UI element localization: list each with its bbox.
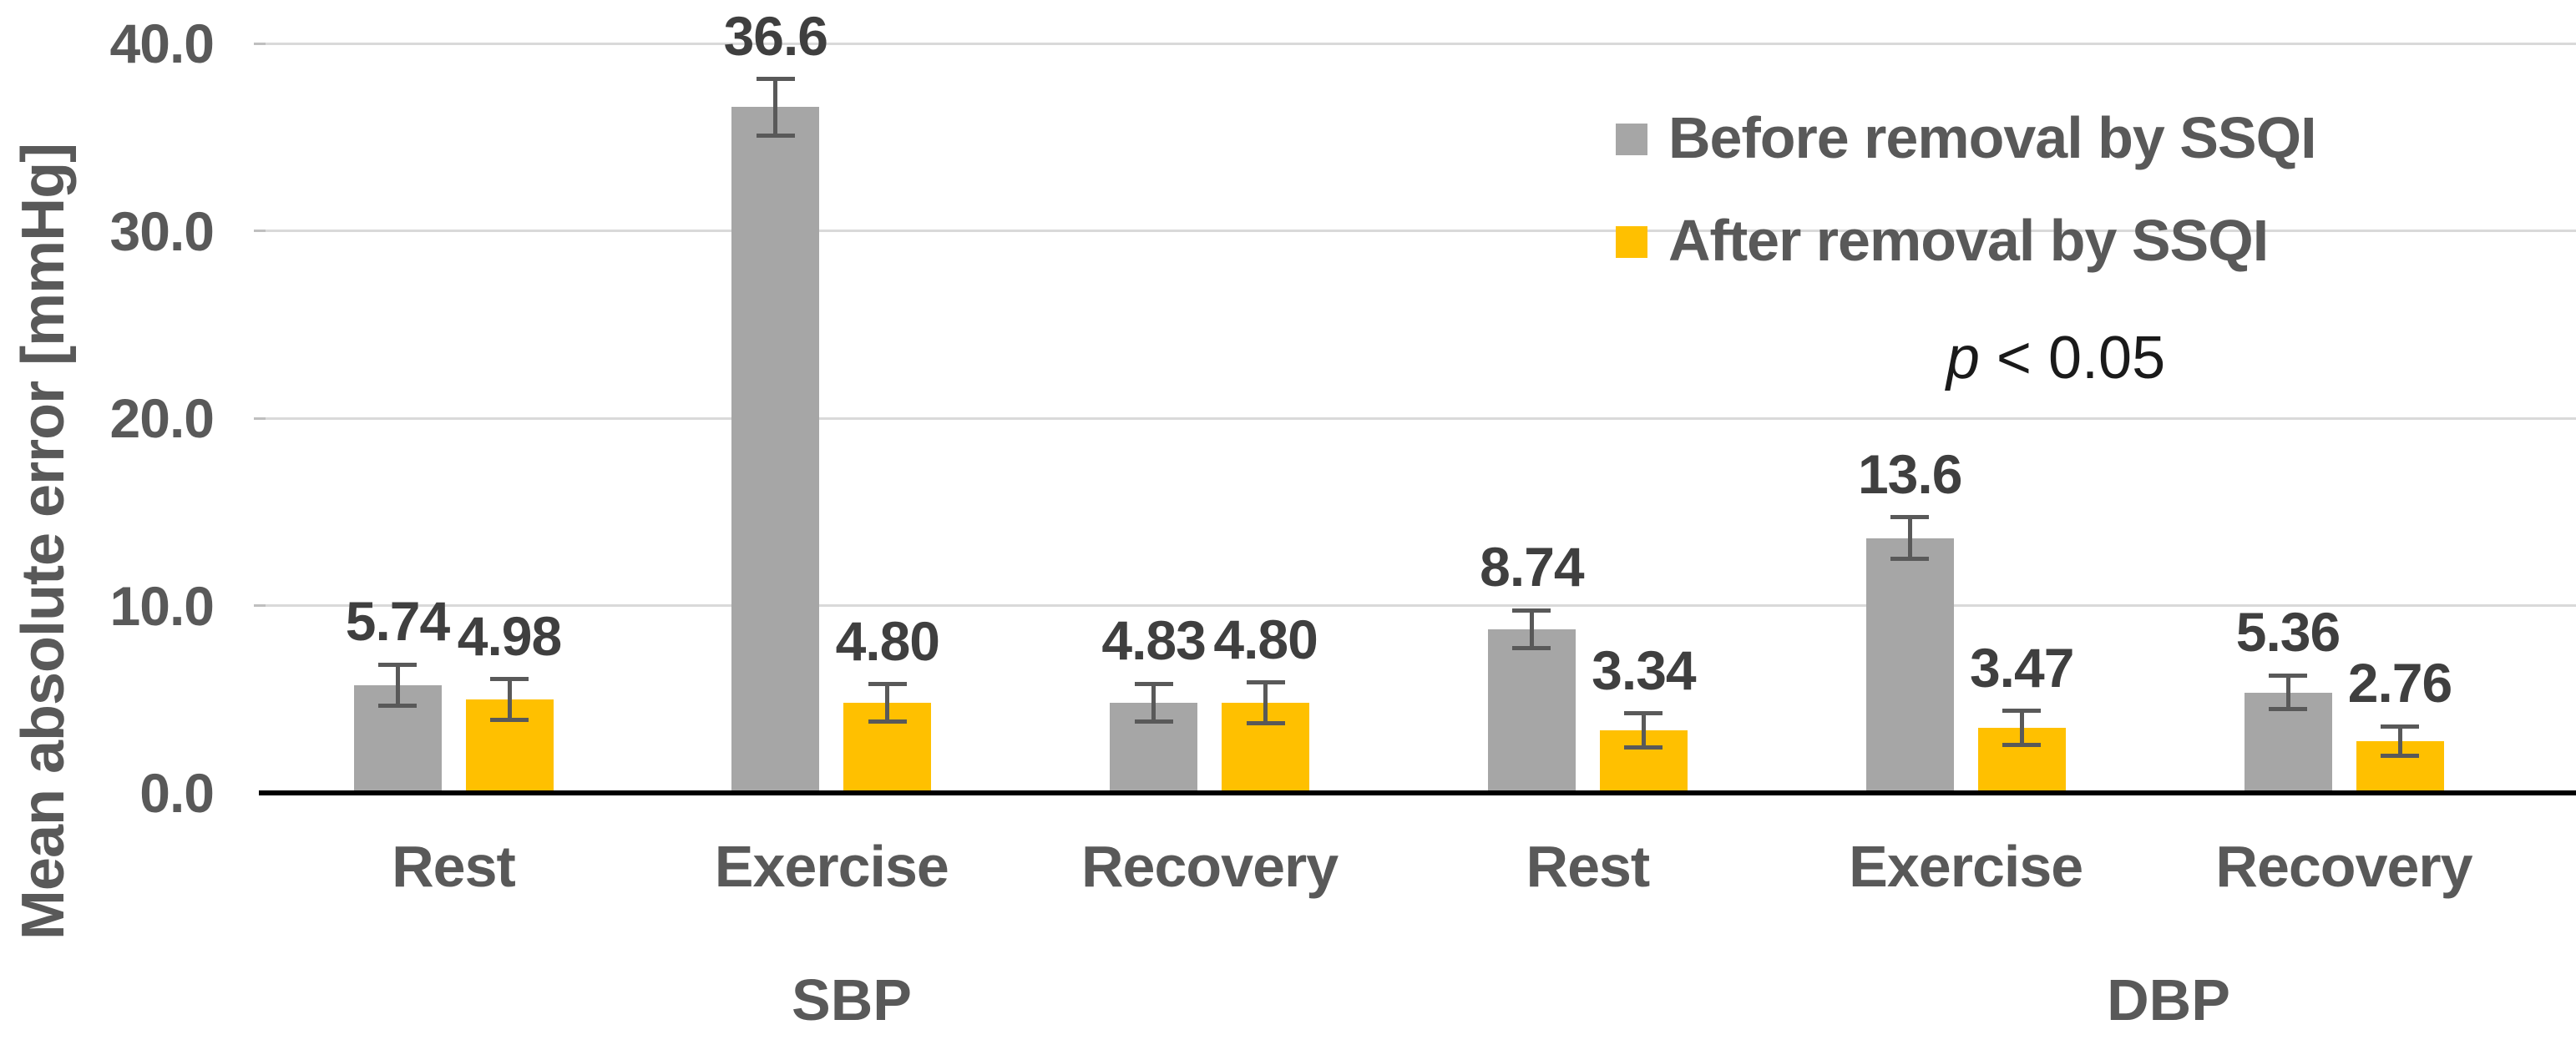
- error-bar: [2019, 710, 2024, 745]
- bar-value-label: 2.76: [2347, 652, 2452, 714]
- error-bar-cap-top: [2002, 709, 2042, 714]
- bar-value-label: 3.34: [1592, 639, 1696, 701]
- bar-value-label: 3.47: [1969, 636, 2074, 699]
- bar-value-label: 4.80: [1213, 608, 1318, 670]
- error-bar-cap-top: [1890, 515, 1930, 520]
- y-tick-label: 30.0: [109, 199, 215, 262]
- category-label: Recovery: [1081, 834, 1339, 899]
- category-label: Exercise: [1849, 834, 2083, 899]
- error-bar-cap-bottom: [756, 133, 795, 138]
- group-label-sbp: SBP: [792, 967, 912, 1032]
- error-bar-cap-bottom: [1134, 719, 1173, 724]
- bar-value-label: 5.74: [345, 590, 450, 653]
- bar-value-label: 4.98: [457, 604, 562, 667]
- error-bar-cap-bottom: [2269, 707, 2307, 712]
- error-bar-cap-top: [1246, 680, 1285, 685]
- error-bar: [1263, 682, 1268, 724]
- error-bar-cap-bottom: [490, 718, 529, 723]
- legend-label-after: After removal by SSQI: [1668, 208, 2269, 273]
- error-bar-cap-top: [2269, 673, 2307, 678]
- group-label-dbp: DBP: [2107, 967, 2230, 1032]
- error-bar: [395, 664, 400, 706]
- error-bar-cap-top: [1512, 608, 1551, 613]
- category-label: Rest: [392, 834, 516, 899]
- bar-value-label: 4.80: [835, 609, 940, 672]
- error-bar: [1529, 610, 1534, 649]
- legend-label-before: Before removal by SSQI: [1668, 105, 2317, 170]
- gridline: [266, 416, 2576, 420]
- error-bar-cap-bottom: [1890, 556, 1930, 561]
- error-bar-cap-top: [868, 682, 907, 687]
- error-bar-cap-bottom: [1246, 721, 1285, 726]
- category-label: Recovery: [2215, 834, 2472, 899]
- y-tick-label: 0.0: [139, 762, 215, 824]
- bar-value-label: 36.6: [723, 4, 828, 67]
- bar-value-label: 5.36: [2235, 601, 2341, 664]
- bar-before: [1487, 628, 1576, 793]
- gridline: [266, 230, 2576, 232]
- error-bar-cap-top: [756, 77, 795, 82]
- error-bar-cap-top: [2381, 724, 2419, 729]
- y-tick-label: 40.0: [109, 13, 215, 74]
- legend-swatch-after: [1616, 226, 1647, 258]
- category-label: Exercise: [714, 834, 949, 899]
- significance-annotation: p < 0.05: [1805, 324, 2306, 392]
- error-bar-cap-bottom: [1512, 645, 1551, 650]
- error-bar: [1641, 713, 1646, 748]
- bar-before: [1865, 538, 1954, 793]
- y-tick-mark: [254, 416, 266, 420]
- error-bar-cap-bottom: [868, 719, 907, 724]
- y-tick-label: 10.0: [109, 574, 215, 637]
- gridline: [266, 42, 2576, 45]
- bar-before: [731, 107, 820, 793]
- error-bar-cap-top: [490, 677, 529, 681]
- y-tick-mark: [254, 604, 266, 607]
- error-bar-cap-bottom: [2002, 742, 2042, 747]
- bar-value-label: 8.74: [1480, 536, 1584, 598]
- p-symbol: p: [1946, 325, 1980, 391]
- x-axis-line: [259, 790, 2576, 795]
- gridline: [266, 604, 2576, 607]
- error-bar: [773, 78, 778, 135]
- y-tick-mark: [254, 230, 266, 232]
- legend-swatch-before: [1616, 124, 1647, 155]
- error-bar: [1907, 517, 1912, 559]
- error-bar-cap-top: [378, 662, 417, 667]
- y-tick-label: 20.0: [109, 387, 215, 449]
- p-threshold: < 0.05: [1979, 325, 2166, 391]
- bar-value-label: 4.83: [1101, 609, 1206, 672]
- bar-value-label: 13.6: [1857, 442, 1962, 505]
- error-bar-cap-top: [1134, 681, 1173, 686]
- error-bar-cap-bottom: [2381, 754, 2419, 759]
- error-bar-cap-bottom: [1624, 745, 1663, 750]
- error-bar: [1151, 684, 1156, 721]
- y-tick-mark: [254, 42, 266, 45]
- error-bar: [2285, 675, 2290, 709]
- error-bar: [2397, 726, 2402, 756]
- error-bar: [507, 679, 512, 720]
- error-bar-cap-bottom: [378, 704, 417, 709]
- error-bar: [885, 684, 890, 722]
- category-label: Rest: [1526, 834, 1651, 899]
- error-bar-cap-top: [1624, 711, 1663, 716]
